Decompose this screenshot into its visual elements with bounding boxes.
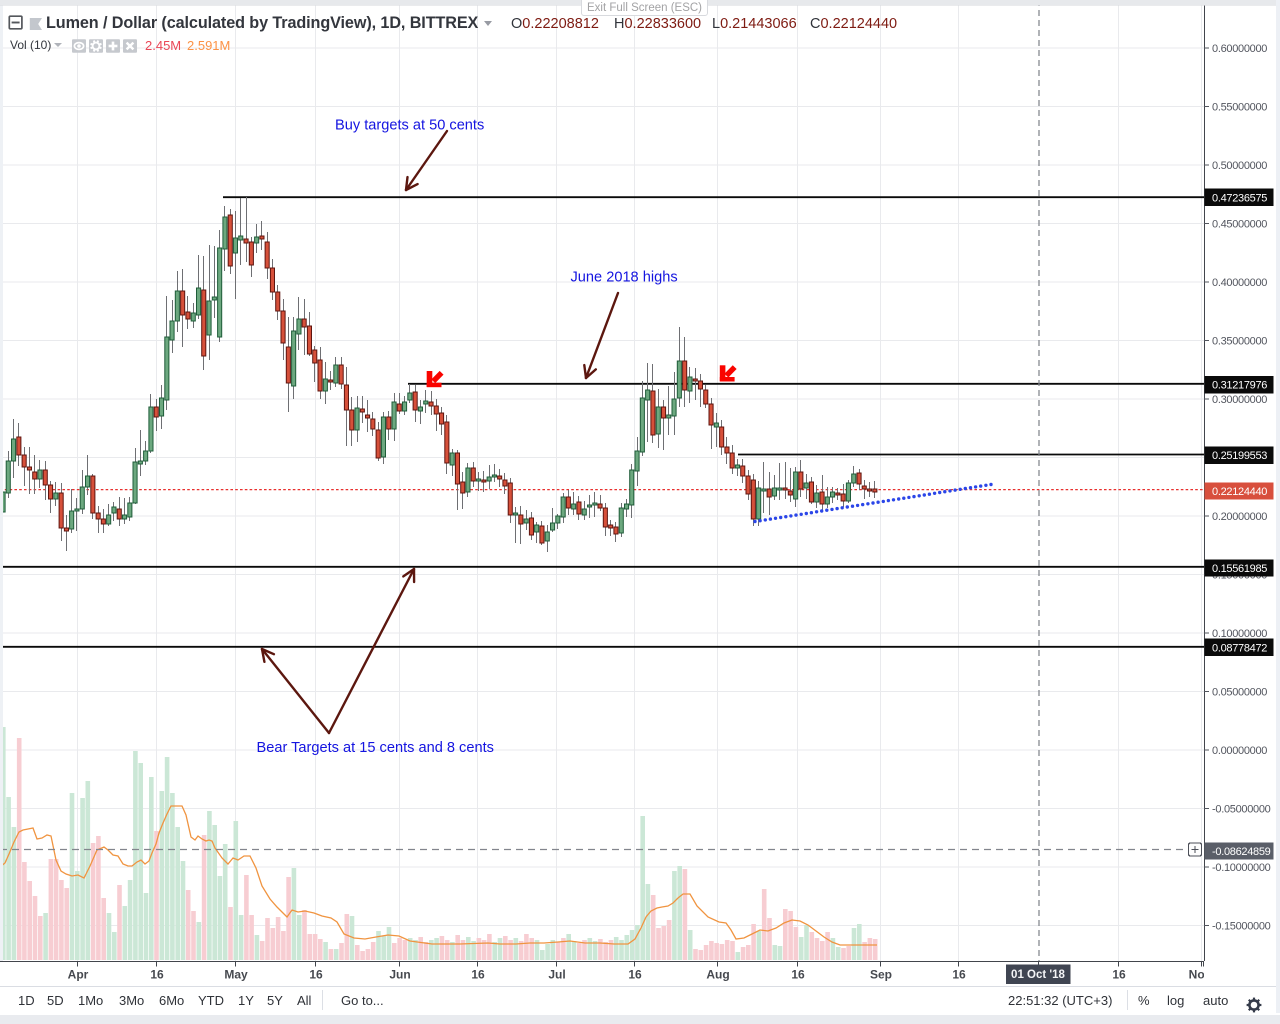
svg-text:0.30000000: 0.30000000 [1212,394,1267,406]
svg-text:Aug: Aug [706,968,729,982]
svg-text:0.55000000: 0.55000000 [1212,102,1267,114]
svg-text:Apr: Apr [68,968,89,982]
svg-text:-0.05000000: -0.05000000 [1212,804,1271,816]
svg-text:0.40000000: 0.40000000 [1212,277,1267,289]
svg-text:-0.08624859: -0.08624859 [1212,846,1271,858]
svg-text:16: 16 [471,968,485,982]
svg-text:-0.15000000: -0.15000000 [1212,921,1271,933]
svg-text:Jul: Jul [548,968,565,982]
svg-text:16: 16 [791,968,805,982]
svg-text:0.35000000: 0.35000000 [1212,336,1267,348]
svg-text:0.60000000: 0.60000000 [1212,43,1267,55]
svg-text:0.08778472: 0.08778472 [1212,642,1267,654]
svg-text:16: 16 [952,968,966,982]
svg-text:May: May [224,968,248,982]
svg-text:Jun: Jun [389,968,410,982]
svg-text:16: 16 [150,968,164,982]
svg-text:01 Oct '18: 01 Oct '18 [1011,969,1065,981]
svg-text:0.05000000: 0.05000000 [1212,687,1267,699]
svg-text:0.20000000: 0.20000000 [1212,511,1267,523]
svg-text:16: 16 [1112,968,1126,982]
svg-text:0.15561985: 0.15561985 [1212,563,1267,575]
svg-text:0.50000000: 0.50000000 [1212,160,1267,172]
svg-text:16: 16 [309,968,323,982]
svg-text:0.22124440: 0.22124440 [1212,486,1267,498]
svg-text:0.10000000: 0.10000000 [1212,628,1267,640]
svg-text:-0.10000000: -0.10000000 [1212,862,1271,874]
svg-text:0.31217976: 0.31217976 [1212,380,1267,392]
svg-text:0.25199553: 0.25199553 [1212,450,1267,462]
svg-text:0.47236575: 0.47236575 [1212,192,1267,204]
svg-text:June 2018 highs: June 2018 highs [571,270,678,286]
svg-text:0.45000000: 0.45000000 [1212,219,1267,231]
svg-text:0.00000000: 0.00000000 [1212,745,1267,757]
svg-text:16: 16 [628,968,642,982]
svg-text:Bear Targets at 15 cents and 8: Bear Targets at 15 cents and 8 cents [257,740,494,756]
svg-text:Buy targets at 50 cents: Buy targets at 50 cents [335,118,484,134]
svg-text:Sep: Sep [870,968,892,982]
